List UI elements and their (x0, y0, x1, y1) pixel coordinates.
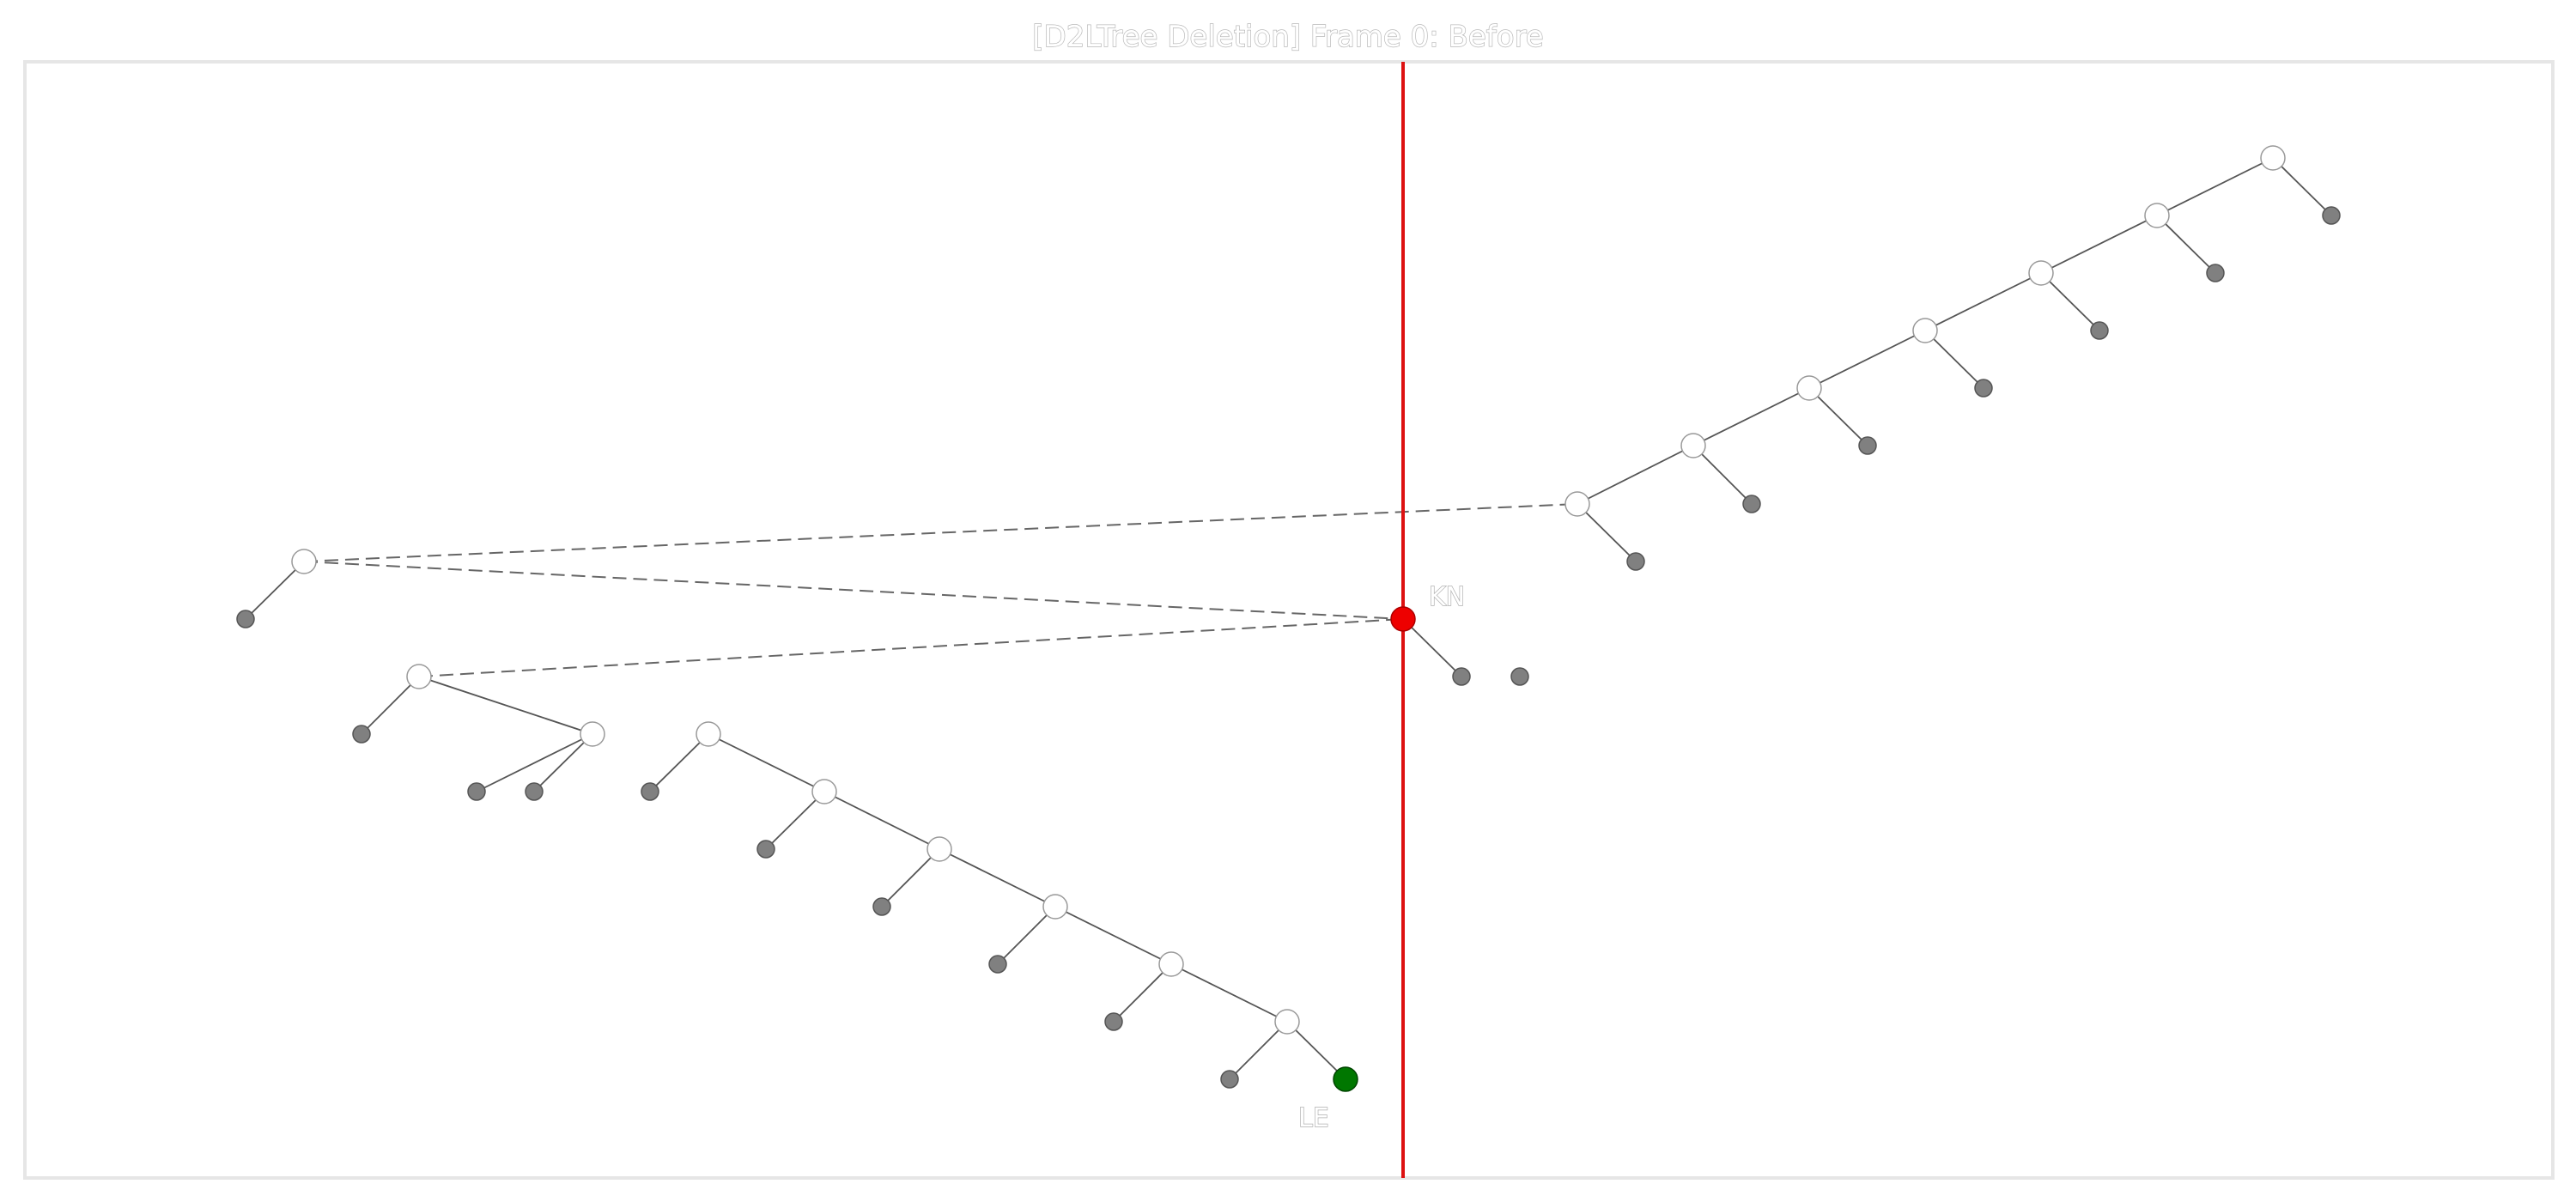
tree-edge (1808, 330, 1926, 389)
tree-edge (2040, 272, 2100, 331)
internal-node (1564, 491, 1590, 517)
tree-edge (1692, 387, 1810, 446)
dashed-links (303, 503, 1578, 677)
leaf-node (2090, 321, 2109, 340)
tree-edges (245, 157, 2332, 1080)
internal-node (1042, 894, 1068, 920)
leaf-node (1742, 495, 1761, 513)
leaf-node (2322, 206, 2341, 225)
leaf-node (988, 955, 1007, 974)
leaf-node (1974, 379, 1993, 398)
tree-edge (823, 791, 940, 850)
tree-edge (2040, 215, 2158, 274)
internal-node (291, 549, 317, 574)
leaf-node (467, 782, 486, 801)
tree-edge (245, 561, 305, 620)
leaf-node (2206, 264, 2225, 282)
kn-node (1390, 606, 1416, 632)
leaf-node (872, 897, 891, 916)
tree-nodes (236, 145, 2341, 1092)
tree-edge (881, 848, 940, 908)
leaf-node (352, 725, 371, 744)
internal-node (1796, 375, 1822, 401)
le-label: LE (1298, 1103, 1329, 1133)
internal-node (2028, 260, 2054, 286)
leaf-node (641, 782, 659, 801)
tree-edge (1286, 1021, 1346, 1080)
tree-edge (1229, 1021, 1288, 1080)
tree-edge (765, 791, 825, 850)
tree-edge (1577, 503, 1637, 562)
dashed-link (303, 561, 1404, 620)
tree-edge (476, 733, 593, 792)
leaf-node (1858, 436, 1877, 455)
tree-edge (1577, 445, 1694, 505)
leaf-node (1104, 1012, 1123, 1031)
internal-node (580, 721, 605, 747)
tree-edge (1924, 272, 2042, 331)
tree-edge (1692, 445, 1753, 505)
tree-edge (361, 676, 420, 735)
internal-node (2144, 203, 2170, 228)
tree-edge (1402, 618, 1462, 677)
tree-edge (708, 733, 825, 792)
tree-edge (1170, 963, 1288, 1023)
internal-node (1912, 318, 1938, 343)
leaf-node (756, 840, 775, 859)
tree-edge (1808, 387, 1868, 446)
kn-label: KN (1429, 582, 1465, 612)
leaf-node (1510, 667, 1529, 686)
tree-edge (533, 733, 593, 792)
tree-edge (2156, 157, 2274, 216)
tree-edge (1924, 330, 1984, 389)
leaf-node (236, 610, 255, 628)
leaf-node (1626, 552, 1645, 571)
plot-frame (23, 60, 2555, 1180)
internal-node (2260, 145, 2286, 171)
leaf-node (525, 782, 544, 801)
internal-node (1274, 1009, 1300, 1035)
le-node (1333, 1066, 1358, 1092)
tree-edge (1054, 906, 1172, 965)
leaf-node (1220, 1070, 1239, 1089)
internal-node (696, 721, 721, 747)
internal-node (927, 836, 952, 862)
diagram-title: [D2LTree Deletion] Frame 0: Before (1032, 20, 1543, 54)
tree-edge (939, 848, 1056, 908)
tree-edge (418, 676, 593, 735)
tree-edge (649, 733, 709, 792)
internal-node (811, 779, 837, 804)
leaf-node (1452, 667, 1471, 686)
internal-node (406, 664, 432, 689)
dashed-link (303, 503, 1578, 562)
internal-node (1680, 433, 1706, 458)
internal-node (1158, 951, 1184, 977)
tree-edge (2272, 157, 2332, 216)
tree-edge (2156, 215, 2216, 274)
tree-edge (997, 906, 1056, 965)
tree-edge (1113, 963, 1172, 1023)
